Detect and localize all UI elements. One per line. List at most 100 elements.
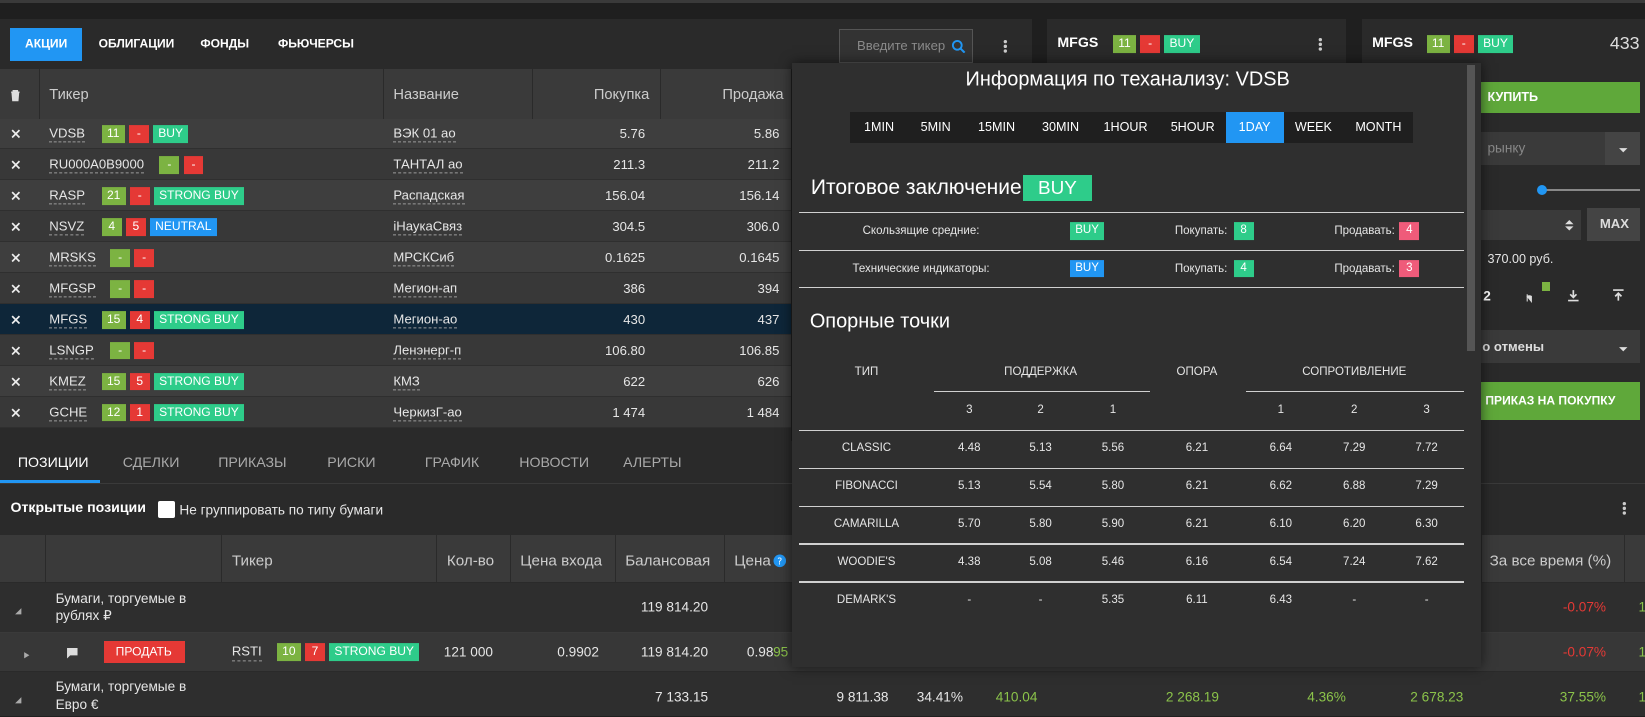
hand-icon[interactable] [1523, 290, 1536, 303]
trash-icon[interactable] [8, 88, 23, 103]
remove-icon[interactable] [9, 220, 23, 234]
bottom-tab[interactable]: НОВОСТИ [519, 454, 590, 471]
bottom-tab[interactable]: АЛЕРТЫ [623, 454, 682, 471]
pivot-value: 6.10 [1269, 517, 1293, 530]
timeframe-active[interactable] [1226, 112, 1284, 143]
remove-icon-svg [11, 191, 20, 201]
ticker[interactable]: MFGS [49, 311, 88, 329]
pivot-value: - [1038, 593, 1043, 606]
balance: 119 814.20 [640, 599, 709, 615]
quote-row[interactable] [0, 335, 791, 367]
search-input[interactable] [839, 29, 974, 63]
bottom-tab[interactable]: СДЕЛКИ [122, 454, 180, 471]
ticker[interactable]: RASP [49, 187, 85, 205]
quote-row[interactable] [0, 242, 791, 274]
buy-button[interactable] [1481, 81, 1640, 114]
expand-arrow[interactable] [21, 647, 31, 659]
column-header: Балансовая [625, 552, 711, 570]
spinner[interactable] [1563, 218, 1576, 231]
market-tab[interactable]: ОБЛИГАЦИИ [98, 36, 175, 51]
badge: STRONG BUY [153, 403, 245, 422]
menu-dots[interactable] [1313, 37, 1328, 52]
buy-button-label[interactable]: КУПИТЬ [1487, 89, 1539, 104]
bottom-tab[interactable]: ГРАФИК [424, 454, 480, 471]
comment-icon[interactable] [66, 646, 79, 659]
popup-title: Информация по теханализу: VDSB [965, 68, 1290, 91]
remove-icon[interactable] [9, 344, 23, 358]
badge: STRONG BUY [153, 310, 245, 329]
ticker[interactable]: KMEZ [49, 373, 86, 391]
timeframe-button[interactable]: 1DAY [1238, 120, 1271, 135]
svg-text:?: ? [777, 557, 782, 568]
bottom-tab[interactable]: ПОЗИЦИИ [17, 454, 89, 471]
ticker[interactable]: NSVZ [49, 218, 85, 236]
badge: - [1453, 35, 1474, 53]
pivot-value: 5.54 [1029, 479, 1052, 492]
buy-label: Покупать: [1174, 262, 1228, 275]
market-tab[interactable]: ФЬЮЧЕРСЫ [277, 36, 354, 51]
market-tab[interactable]: АКЦИИ [25, 36, 68, 51]
remove-icon[interactable] [9, 189, 23, 203]
bottom-tab[interactable]: ПРИКАЗЫ [218, 454, 287, 471]
timeframe-button[interactable]: 5HOUR [1170, 120, 1215, 135]
checkbox[interactable] [158, 501, 176, 519]
ticker[interactable]: RSTI [231, 644, 262, 662]
submit-label[interactable]: ПРИКАЗ НА ПОКУПКУ [1485, 393, 1616, 408]
badge: 3 [1399, 259, 1420, 278]
upload-icon[interactable] [1611, 288, 1626, 303]
validity-select[interactable] [1481, 330, 1640, 363]
quantity-input[interactable] [1481, 209, 1581, 241]
timeframe-button[interactable]: 30MIN [1042, 120, 1080, 135]
menu-dots[interactable] [998, 39, 1013, 54]
slider-knob[interactable] [1536, 184, 1548, 196]
remove-icon[interactable] [9, 282, 23, 296]
market-tab[interactable]: ФОНДЫ [200, 36, 250, 51]
remove-icon[interactable] [9, 251, 23, 265]
remove-icon[interactable] [9, 375, 23, 389]
search-icon-svg [952, 39, 966, 54]
timeframe-button[interactable]: WEEK [1294, 120, 1332, 135]
max-button-label[interactable]: MAX [1599, 216, 1629, 232]
order-type-select[interactable] [1481, 132, 1605, 165]
quote-row[interactable] [0, 273, 791, 305]
badge: 4 [101, 217, 122, 236]
timeframe-button[interactable]: 15MIN [978, 120, 1016, 135]
remove-icon[interactable] [9, 158, 23, 172]
menu-dots[interactable] [1617, 501, 1632, 516]
indicator-label: Скользящие средние: [862, 224, 980, 237]
ticker[interactable]: GCHE [49, 404, 88, 422]
security-name: ЧеркизГ-ао [393, 404, 462, 422]
collapse-arrow[interactable] [13, 692, 23, 704]
position-value: 2 268.19 [1165, 689, 1219, 705]
timeframe-button[interactable]: MONTH [1355, 120, 1402, 135]
download-icon[interactable] [1566, 288, 1581, 303]
timeframe-button[interactable]: 1HOUR [1103, 120, 1148, 135]
quote-row[interactable] [0, 149, 791, 181]
remove-icon[interactable] [9, 313, 23, 327]
ticker[interactable]: VDSB [49, 125, 85, 143]
header-underline [1246, 391, 1465, 393]
column-header: Кол-во [446, 552, 495, 570]
tab-active-bg[interactable] [10, 28, 82, 61]
timeframe-button[interactable]: 1MIN [864, 120, 895, 135]
pivot-value: 6.64 [1269, 441, 1293, 454]
badge: 4 [1399, 221, 1420, 240]
ticker[interactable]: MRSKS [49, 249, 96, 267]
sell-button[interactable] [103, 640, 185, 663]
ticker[interactable]: LSNGP [49, 342, 94, 360]
badge: BUY [1164, 35, 1200, 53]
submit-button[interactable] [1481, 381, 1640, 420]
collapse-arrow[interactable] [13, 603, 23, 615]
max-button[interactable] [1587, 207, 1640, 242]
ticker[interactable]: MFGSP [49, 280, 96, 298]
remove-icon[interactable] [9, 406, 23, 420]
ticker[interactable]: RU000A0B9000 [49, 156, 145, 174]
sell-button-label[interactable]: ПРОДАТЬ [115, 644, 172, 659]
timeframe-button[interactable]: 5MIN [920, 120, 951, 135]
column-header: Покупка [593, 87, 650, 104]
column-divider [436, 534, 438, 583]
bottom-tab[interactable]: РИСКИ [327, 454, 376, 471]
pivot-subheader: 1 [1277, 403, 1285, 416]
remove-icon[interactable] [9, 127, 23, 141]
pivot-value: 7.29 [1343, 441, 1366, 454]
